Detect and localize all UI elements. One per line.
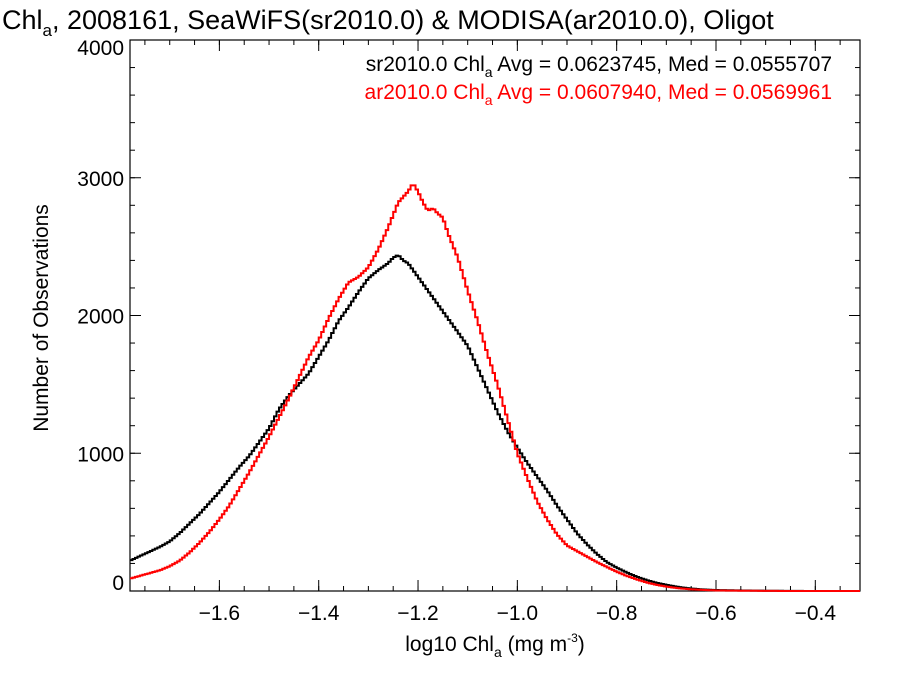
x-tick-label: −1.6 [199, 602, 240, 625]
legend-sr2010-sub: a [485, 64, 493, 80]
series-line-ar20100 [130, 184, 860, 592]
x-axis-tick-labels: −1.6 −1.4 −1.2 −1.0 −0.8 −0.6 −0.4 [199, 602, 837, 625]
y-tick-label: 0 [112, 572, 124, 595]
x-tick-label: −1.4 [298, 602, 340, 625]
legend-sr2010-pre: sr2010.0 Chl [366, 53, 485, 76]
chart-title-sub: a [43, 21, 53, 40]
series-layer [130, 184, 860, 592]
y-tick-label: 3000 [77, 168, 124, 191]
y-tick-label: 2000 [77, 306, 124, 329]
x-tick-label: −1.0 [497, 602, 538, 625]
x-axis-label-post: ) [578, 633, 585, 656]
y-axis-tick-labels: 0 1000 2000 3000 4000 [77, 37, 124, 595]
legend-entry-ar2010: ar2010.0 Chla Avg = 0.0607940, Med = 0.0… [365, 81, 832, 108]
legend-sr2010-post: Avg = 0.0623745, Med = 0.0555707 [493, 53, 832, 76]
x-tick-label: −1.2 [397, 602, 438, 625]
x-tick-label: −0.4 [795, 602, 837, 625]
series-line-sr20100 [130, 254, 860, 592]
axis-ticks [130, 39, 860, 592]
legend-ar2010-pre: ar2010.0 Chl [365, 81, 485, 104]
y-axis-label: Number of Observations [30, 204, 53, 432]
legend-ar2010-post: Avg = 0.0607940, Med = 0.0569961 [493, 81, 832, 104]
x-axis-label-pre: log10 Chl [405, 633, 494, 656]
legend-entry-sr2010: sr2010.0 Chla Avg = 0.0623745, Med = 0.0… [366, 53, 832, 80]
chart-title-pre: Chl [2, 5, 43, 35]
x-axis-label-sub: a [494, 644, 502, 660]
x-axis-label: log10 Chla (mg m-3) [405, 631, 585, 660]
plot-area [129, 39, 861, 592]
x-tick-label: −0.8 [596, 602, 637, 625]
chart-title: Chla, 2008161, SeaWiFS(sr2010.0) & MODIS… [2, 5, 774, 40]
y-tick-label: 4000 [77, 37, 124, 60]
legend-ar2010-sub: a [485, 92, 493, 108]
legend: sr2010.0 Chla Avg = 0.0623745, Med = 0.0… [365, 53, 832, 108]
x-axis-label-mid: (mg m [502, 633, 567, 656]
plot-frame [129, 39, 861, 592]
x-tick-label: −0.6 [695, 602, 736, 625]
y-tick-label: 1000 [77, 443, 124, 466]
x-axis-label-sup: -3 [567, 631, 578, 645]
chart-title-post: , 2008161, SeaWiFS(sr2010.0) & MODISA(ar… [52, 5, 774, 35]
